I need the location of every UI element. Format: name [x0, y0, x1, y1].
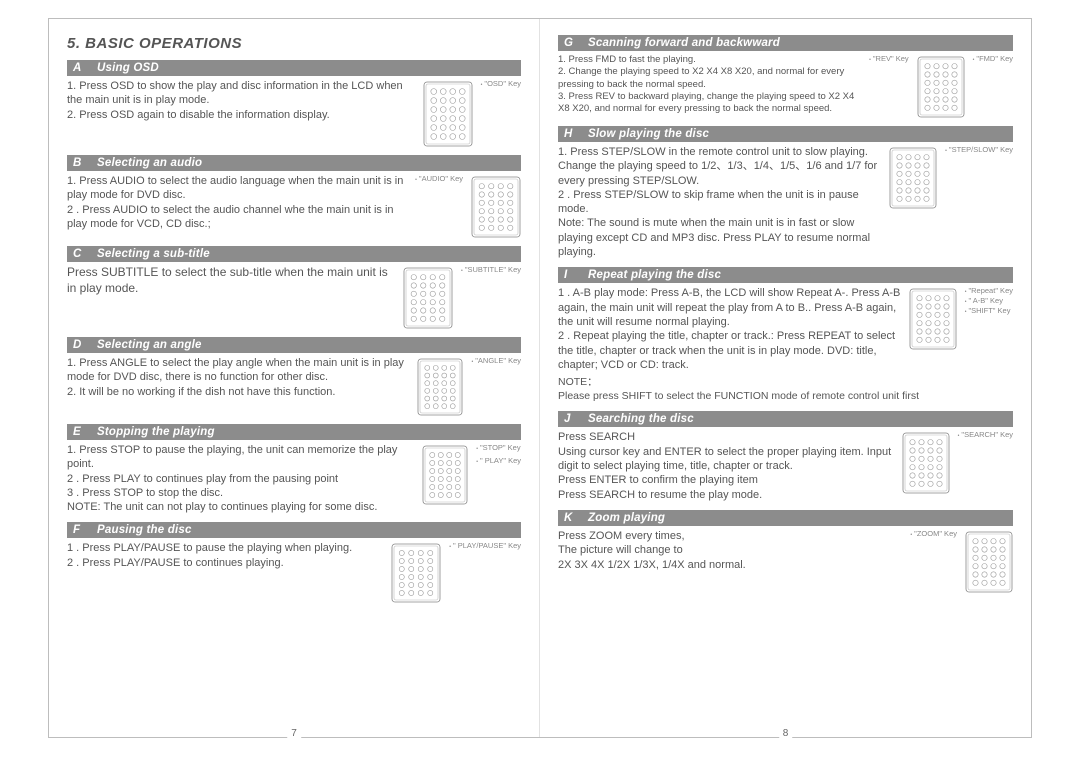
section-h-body: 1. Press STEP/SLOW in the remote control… — [558, 145, 1013, 259]
remote-icon — [889, 147, 937, 209]
section-a-body: 1. Press OSD to show the play and disc i… — [67, 79, 521, 147]
section-i-body: 1 . A-B play mode: Press A-B, the LCD wi… — [558, 286, 1013, 372]
remote-icon — [422, 445, 468, 505]
section-d-body: 1. Press ANGLE to select the play angle … — [67, 356, 521, 416]
section-head-f: F Pausing the disc — [67, 522, 521, 538]
remote-icon — [391, 543, 441, 603]
key-labels: "OSD" Key — [481, 79, 521, 88]
section-head-a: A Using OSD — [67, 60, 521, 76]
section-head-b: B Selecting an audio — [67, 155, 521, 171]
section-head-j: J Searching the disc — [558, 411, 1013, 427]
section-head-i: I Repeat playing the disc — [558, 267, 1013, 283]
section-k-body: Press ZOOM every times, The picture will… — [558, 529, 1013, 593]
remote-icon — [423, 81, 473, 147]
remote-icon — [417, 358, 463, 416]
remote-icon — [471, 176, 521, 238]
remote-diagram — [423, 81, 473, 147]
page-number-left: 7 — [287, 728, 301, 739]
section-head-e: E Stopping the playing — [67, 424, 521, 440]
section-head-c: C Selecting a sub-title — [67, 246, 521, 262]
section-e-body: 1. Press STOP to pause the playing, the … — [67, 443, 521, 514]
remote-icon — [917, 56, 965, 118]
section-c-body: Press SUBTITLE to select the sub-title w… — [67, 265, 521, 329]
section-head-g: G Scanning forward and backwward — [558, 35, 1013, 51]
remote-icon — [965, 531, 1013, 593]
section-head-k: K Zoom playing — [558, 510, 1013, 526]
page-border: 5. BASIC OPERATIONS A Using OSD 1. Press… — [48, 18, 1032, 738]
section-heading: Using OSD — [97, 62, 159, 74]
remote-icon — [909, 288, 957, 350]
section-g-body: 1. Press FMD to fast the playing. 2. Cha… — [558, 54, 1013, 118]
remote-icon — [403, 267, 453, 329]
section-b-body: 1. Press AUDIO to select the audio langu… — [67, 174, 521, 238]
remote-icon — [902, 432, 950, 494]
section-head-d: D Selecting an angle — [67, 337, 521, 353]
page-number-right: 8 — [779, 728, 793, 739]
section-letter: A — [73, 62, 87, 74]
left-page: 5. BASIC OPERATIONS A Using OSD 1. Press… — [49, 19, 540, 737]
page-spread: 5. BASIC OPERATIONS A Using OSD 1. Press… — [0, 0, 1080, 763]
section-i-note: NOTE： Please press SHIFT to select the F… — [558, 376, 1013, 403]
section-text: 1. Press OSD to show the play and disc i… — [67, 79, 415, 122]
section-f-body: 1 . Press PLAY/PAUSE to pause the playin… — [67, 541, 521, 603]
chapter-title: 5. BASIC OPERATIONS — [67, 35, 521, 52]
section-j-body: Press SEARCH Using cursor key and ENTER … — [558, 430, 1013, 501]
section-head-h: H Slow playing the disc — [558, 126, 1013, 142]
right-page: G Scanning forward and backwward 1. Pres… — [540, 19, 1031, 737]
